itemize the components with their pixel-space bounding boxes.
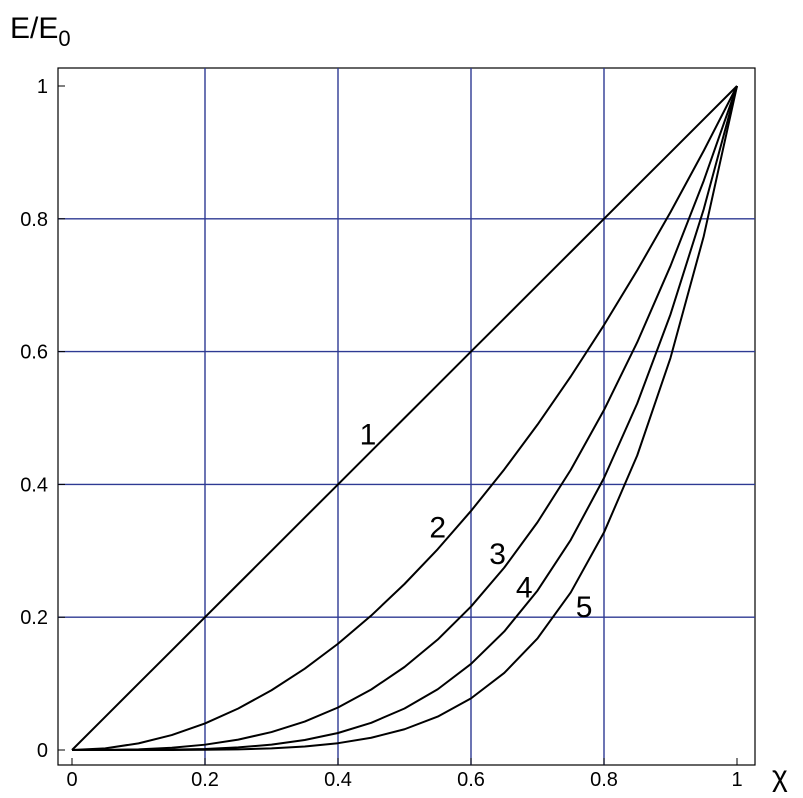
x-tick-labels: 0 0.2 0.4 0.6 0.8 1 — [66, 769, 742, 791]
series-label-5: 5 — [576, 591, 593, 624]
y-tick-label: 0.8 — [20, 209, 48, 231]
y-tick-label: 0.4 — [20, 474, 48, 496]
series-line-5 — [72, 85, 738, 751]
series-line-1 — [71, 85, 738, 751]
axis-ticks — [58, 85, 738, 765]
series-lines — [71, 85, 738, 751]
y-tick-label: 0.6 — [20, 342, 48, 364]
series-label-3: 3 — [489, 538, 506, 571]
x-tick-label: 0.2 — [191, 769, 219, 791]
y-tick-label: 0.2 — [20, 607, 48, 629]
y-tick-label: 1 — [37, 76, 48, 98]
y-axis-title: E/E0 — [10, 12, 71, 51]
series-label-2: 2 — [429, 512, 446, 545]
series-line-3 — [71, 85, 738, 751]
y-axis-title-base: E/E — [10, 12, 58, 45]
grid-lines — [58, 68, 755, 765]
series-line-2 — [71, 85, 738, 751]
x-tick-label: 0.8 — [590, 769, 618, 791]
series-label-1: 1 — [360, 419, 377, 452]
y-axis-title-subscript: 0 — [58, 26, 70, 51]
x-tick-label: 0.4 — [324, 769, 352, 791]
x-tick-label: 1 — [731, 769, 742, 791]
series-labels: 1 2 34 5 — [360, 419, 593, 625]
y-tick-label: 0 — [37, 740, 48, 762]
x-tick-label: 0 — [66, 769, 77, 791]
x-tick-label: 0.6 — [457, 769, 485, 791]
x-axis-title: χ — [772, 760, 788, 793]
series-label-4: 4 — [516, 571, 533, 604]
y-tick-labels: 0 0.2 0.4 0.6 0.8 1 — [20, 76, 48, 762]
